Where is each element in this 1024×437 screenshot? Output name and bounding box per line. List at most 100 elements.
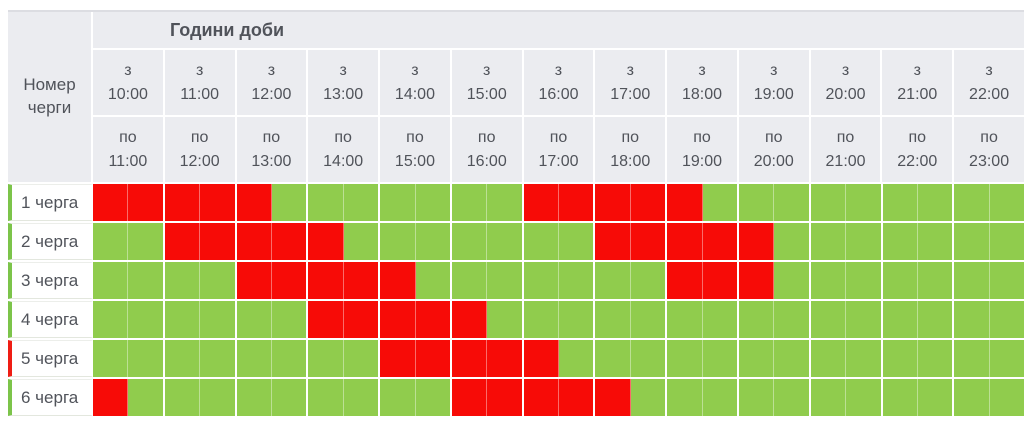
schedule-cell [667,223,703,260]
schedule-cell [989,379,1024,416]
schedule-cell [559,340,596,377]
column-to-cell: по 20:00 [739,117,809,182]
schedule-cell [989,223,1024,260]
schedule-cell [200,301,237,338]
to-prefix-label: по [119,129,137,147]
schedule-cell [810,262,847,299]
schedule-cell [523,223,560,260]
schedule-cell [128,184,165,221]
schedule-cell [739,184,775,221]
to-prefix-label: по [621,129,640,147]
schedule-cell [380,262,416,299]
schedule-cell [774,379,811,416]
schedule-cell [810,301,847,338]
schedule-cell [308,223,344,260]
schedule-cell [595,223,631,260]
schedule-cell [523,340,560,377]
schedule-cell [200,262,237,299]
schedule-cell [380,301,416,338]
schedule-row-4: 4 черга [8,301,1024,338]
schedule-cell [164,379,201,416]
schedule-cell [630,223,668,260]
column-header-11:00: з 11:00 по 12:00 [164,50,237,182]
schedule-cell [882,340,918,377]
schedule-cell [559,301,596,338]
column-to-cell: по 11:00 [93,117,163,182]
schedule-cell [487,340,524,377]
from-time-label: 19:00 [753,85,794,103]
column-to-cell: по 12:00 [165,117,235,182]
schedule-cell [846,184,883,221]
schedule-cell [128,340,165,377]
from-time-label: 22:00 [969,85,1010,103]
schedule-row-3: 3 черга [8,262,1024,299]
schedule-cell [882,262,918,299]
schedule-cell [308,340,344,377]
schedule-cell [200,379,237,416]
column-header-10:00: з 10:00 по 11:00 [93,50,165,182]
column-header-18:00: з 18:00 по 19:00 [667,50,739,182]
to-prefix-label: по [908,129,927,147]
schedule-cell [487,184,524,221]
column-from-cell: з 16:00 [523,50,594,117]
schedule-row-5: 5 черга [8,340,1024,377]
to-time-label: 11:00 [108,152,148,170]
schedule-cell [415,301,452,338]
schedule-cell [523,262,560,299]
schedule-cell [487,223,524,260]
from-time-label: 15:00 [466,85,507,103]
schedule-cell [93,340,129,377]
schedule-cell [343,301,381,338]
schedule-cell [451,340,488,377]
schedule-cell [343,262,381,299]
from-prefix-label: з [339,62,347,80]
schedule-cell [954,184,990,221]
schedule-cell [236,223,272,260]
schedule-cell [271,223,309,260]
schedule-cell [667,301,703,338]
from-time-label: 20:00 [825,85,866,103]
to-prefix-label: по [693,129,711,147]
schedule-cell [380,184,416,221]
from-time-label: 17:00 [610,85,651,103]
schedule-cell [954,223,990,260]
schedule-cell [954,262,990,299]
schedule-cell [739,301,775,338]
column-headers: з 10:00 по 11:00 з 11:00 по 12:00 з 12:00 по 13:00 з… [93,50,1024,182]
from-prefix-label: з [626,62,634,80]
to-prefix-label: по [190,129,209,147]
schedule-cell [451,184,488,221]
schedule-cell [739,340,775,377]
schedule-cell [451,301,488,338]
schedule-cell [774,340,811,377]
to-time-label: 18:00 [610,152,651,170]
column-header-15:00: з 15:00 по 16:00 [451,50,524,182]
to-prefix-label: по [262,129,281,147]
from-prefix-label: з [195,62,204,80]
column-header-22:00: з 22:00 по 23:00 [954,50,1024,182]
schedule-cell [595,262,631,299]
column-from-cell: з 22:00 [954,50,1024,117]
column-from-cell: з 15:00 [451,50,522,117]
corner-header-cell: Номер черги [8,12,93,182]
schedule-cell [846,262,883,299]
schedule-cell [989,301,1024,338]
schedule-cell [164,301,201,338]
schedule-cell [810,223,847,260]
schedule-body: 1 черга 2 черга 3 черга 4 черга 5 черга 6 чер… [8,184,1024,416]
schedule-cell [702,379,740,416]
schedule-cell [630,379,668,416]
schedule-cell [882,223,918,260]
schedule-cell [343,223,381,260]
schedule-cell [164,184,201,221]
schedule-cell [200,184,237,221]
to-prefix-label: по [334,129,352,147]
column-from-cell: з 17:00 [595,50,666,117]
column-to-cell: по 23:00 [954,117,1024,182]
schedule-cell [487,262,524,299]
from-time-label: 12:00 [251,85,292,103]
schedule-cell [702,340,740,377]
schedule-cell [93,379,129,416]
schedule-header: Номер черги Години доби з 10:00 по 11:00 з 11… [8,10,1024,182]
